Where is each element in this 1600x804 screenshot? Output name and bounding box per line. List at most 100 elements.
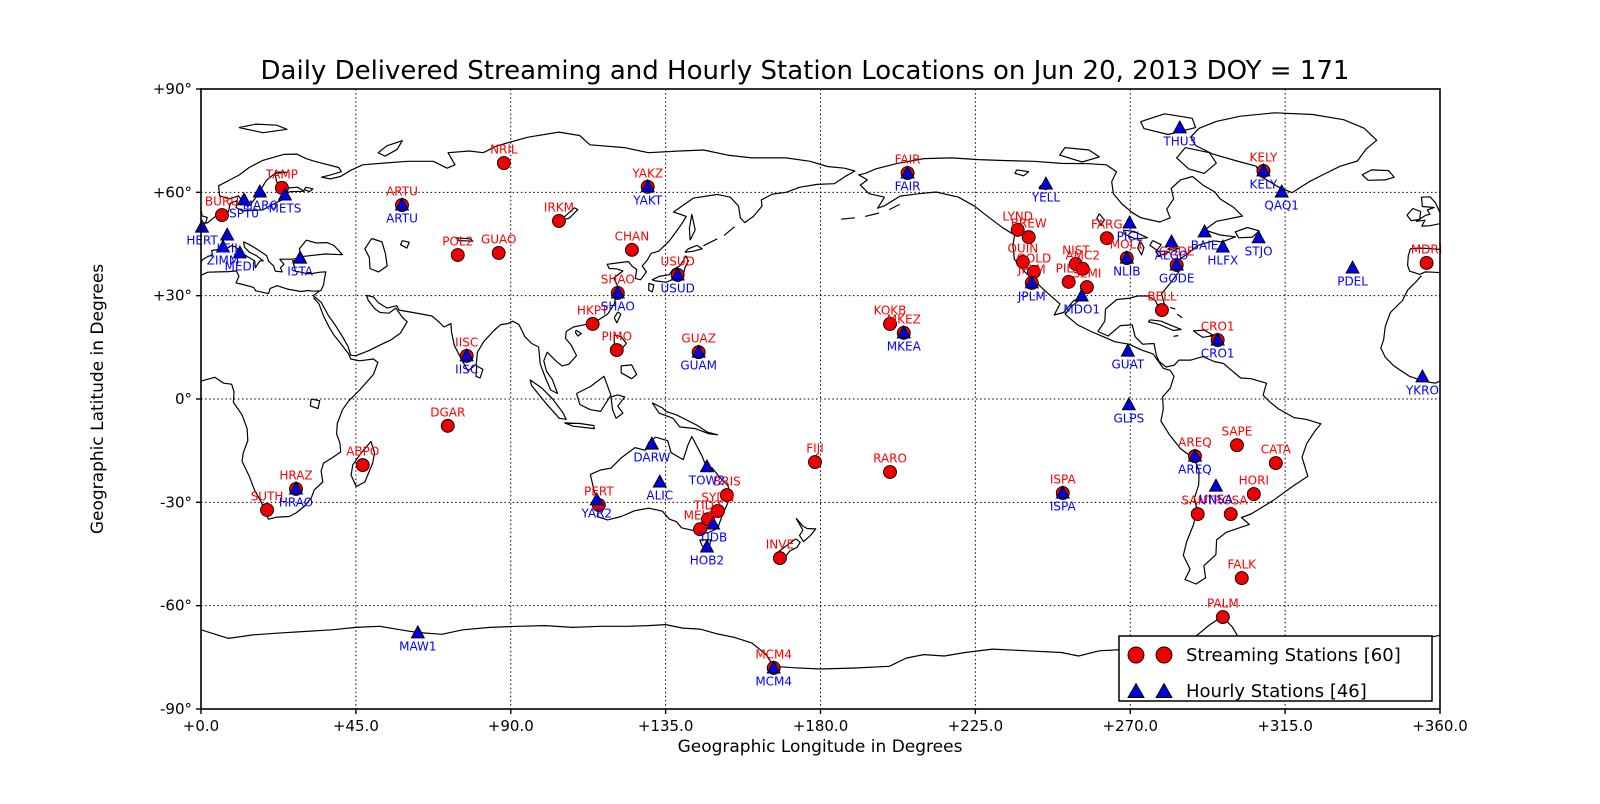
station-label-streaming-IISC: IISC — [455, 335, 478, 349]
station-label-hourly-SHAO: SHAO — [601, 299, 635, 313]
station-marker-streaming-BURU — [215, 209, 228, 222]
y-tick-label: -30° — [160, 493, 192, 511]
station-label-streaming-KELY: KELY — [1250, 150, 1279, 164]
station-marker-streaming-MDRI — [1420, 256, 1433, 269]
coastline — [1381, 276, 1440, 384]
station-marker-hourly-THU3 — [1173, 121, 1186, 133]
station-label-streaming-TAMP: TAMP — [265, 167, 298, 181]
station-label-streaming-YAKZ: YAKZ — [631, 166, 663, 180]
legend: Streaming Stations [60] Hourly Stations … — [1119, 636, 1432, 702]
station-label-hourly-ARTU: ARTU — [386, 212, 418, 226]
y-tick-label: -90° — [160, 700, 192, 718]
station-label-hourly-YAR2: YAR2 — [580, 506, 612, 520]
station-label-hourly-DARW: DARW — [633, 451, 670, 465]
station-label-streaming-USUD: USUD — [660, 255, 694, 269]
station-label-hourly-THU3: THU3 — [1162, 134, 1196, 148]
station-marker-streaming-CATA — [1269, 457, 1282, 470]
station-label-streaming-RARO: RARO — [873, 452, 907, 466]
station-marker-hourly-ALIC — [653, 475, 666, 487]
station-marker-streaming-IRKM — [552, 214, 565, 227]
coastline — [310, 399, 319, 409]
x-tick-label: +90.0 — [488, 717, 534, 735]
station-marker-streaming-NRIL — [497, 157, 510, 170]
station-label-streaming-NRIL: NRIL — [490, 143, 518, 157]
station-marker-streaming-DGAR — [441, 419, 454, 432]
station-label-hourly-MEDI: MEDI — [225, 259, 256, 273]
coastline — [1173, 336, 1178, 337]
coastline — [796, 518, 816, 541]
station-marker-hourly-ISTA — [294, 251, 307, 263]
x-tick-label: +45.0 — [333, 717, 379, 735]
station-marker-hourly-GLPS — [1122, 398, 1135, 410]
station-label-hourly-KELY: KELY — [1250, 177, 1279, 191]
coastline — [299, 240, 342, 257]
coastline — [689, 214, 695, 240]
station-label-streaming-DGAR: DGAR — [430, 405, 465, 419]
station-marker-streaming-FIJI — [808, 456, 821, 469]
station-marker-streaming-SUTH — [261, 503, 274, 516]
coastline — [704, 239, 718, 246]
station-label-streaming-CHAN: CHAN — [615, 229, 650, 243]
x-tick-label: +270.0 — [1102, 717, 1158, 735]
station-label-hourly-GODE: GODE — [1159, 272, 1195, 286]
station-label-streaming-MDRI: MDRI — [1411, 242, 1442, 256]
station-marker-streaming-SAPE — [1230, 439, 1243, 452]
legend-streaming-marker-icon — [1128, 647, 1144, 663]
station-marker-streaming-HORI — [1247, 488, 1260, 501]
station-marker-streaming-FALK — [1235, 572, 1248, 585]
coastline — [577, 376, 611, 411]
station-label-hourly-NLIB: NLIB — [1113, 265, 1140, 279]
station-label-hourly-UNSA: UNSA — [1199, 493, 1234, 507]
station-label-streaming-GUAZ: GUAZ — [681, 332, 716, 346]
station-label-streaming-FALK: FALK — [1227, 558, 1257, 572]
station-label-hourly-YKRO: YKRO — [1405, 383, 1439, 397]
y-tick-label: +30° — [153, 287, 192, 305]
coastline — [1170, 307, 1175, 309]
coastline — [859, 158, 1321, 584]
station-label-streaming-CRO1: CRO1 — [1201, 320, 1235, 334]
station-marker-hourly-PICL — [1123, 216, 1136, 228]
station-marker-streaming-ROSA — [1224, 508, 1237, 521]
coastline — [865, 213, 879, 216]
coastline — [1015, 170, 1029, 176]
x-tick-label: +180.0 — [793, 717, 849, 735]
x-tick-label: +0.0 — [183, 717, 219, 735]
coastline — [614, 312, 621, 323]
station-label-hourly-HOB2: HOB2 — [690, 554, 724, 568]
station-label-hourly-PDEL: PDEL — [1337, 275, 1368, 289]
station-label-hourly-AREQ: AREQ — [1178, 463, 1212, 477]
station-marker-hourly-UNSA — [1209, 479, 1222, 491]
y-axis-label: Geographic Latitude in Degrees — [88, 264, 108, 534]
station-label-streaming-MELB: MELB — [684, 509, 717, 523]
station-label-hourly-TIDB: TIDB — [698, 531, 727, 545]
station-label-hourly-QAQ1: QAQ1 — [1264, 198, 1299, 212]
station-marker-streaming-PIMO — [610, 344, 623, 357]
station-label-hourly-FAIR: FAIR — [895, 180, 921, 194]
station-label-streaming-BREW: BREW — [1011, 217, 1047, 231]
station-marker-streaming-ABPO — [356, 459, 369, 472]
coastline — [841, 218, 855, 219]
coastline — [365, 239, 387, 272]
station-label-hourly-SPT0: SPT0 — [229, 206, 259, 220]
station-label-streaming-AREQ: AREQ — [1178, 436, 1212, 450]
station-label-streaming-ISPA: ISPA — [1050, 473, 1077, 487]
station-label-streaming-SAPE: SAPE — [1222, 425, 1253, 439]
station-label-hourly-MKEA: MKEA — [887, 339, 922, 353]
station-label-streaming-GUAO: GUAO — [481, 232, 517, 246]
station-marker-streaming-POL2 — [451, 249, 464, 262]
station-label-hourly-ALGO: ALGO — [1155, 248, 1189, 262]
station-marker-streaming-INVE — [773, 552, 786, 565]
x-tick-label: +135.0 — [638, 717, 694, 735]
coastline — [401, 241, 410, 249]
station-label-streaming-POL2: POL2 — [442, 235, 473, 249]
station-label-streaming-AMC2: AMC2 — [1065, 248, 1100, 262]
x-tick-label: +225.0 — [948, 717, 1004, 735]
station-label-hourly-PICL: PICL — [1117, 229, 1143, 243]
coastline — [1362, 170, 1394, 180]
station-label-streaming-MCM4: MCM4 — [755, 648, 792, 662]
station-marker-hourly-DARW — [645, 437, 658, 449]
coastline — [378, 141, 402, 157]
